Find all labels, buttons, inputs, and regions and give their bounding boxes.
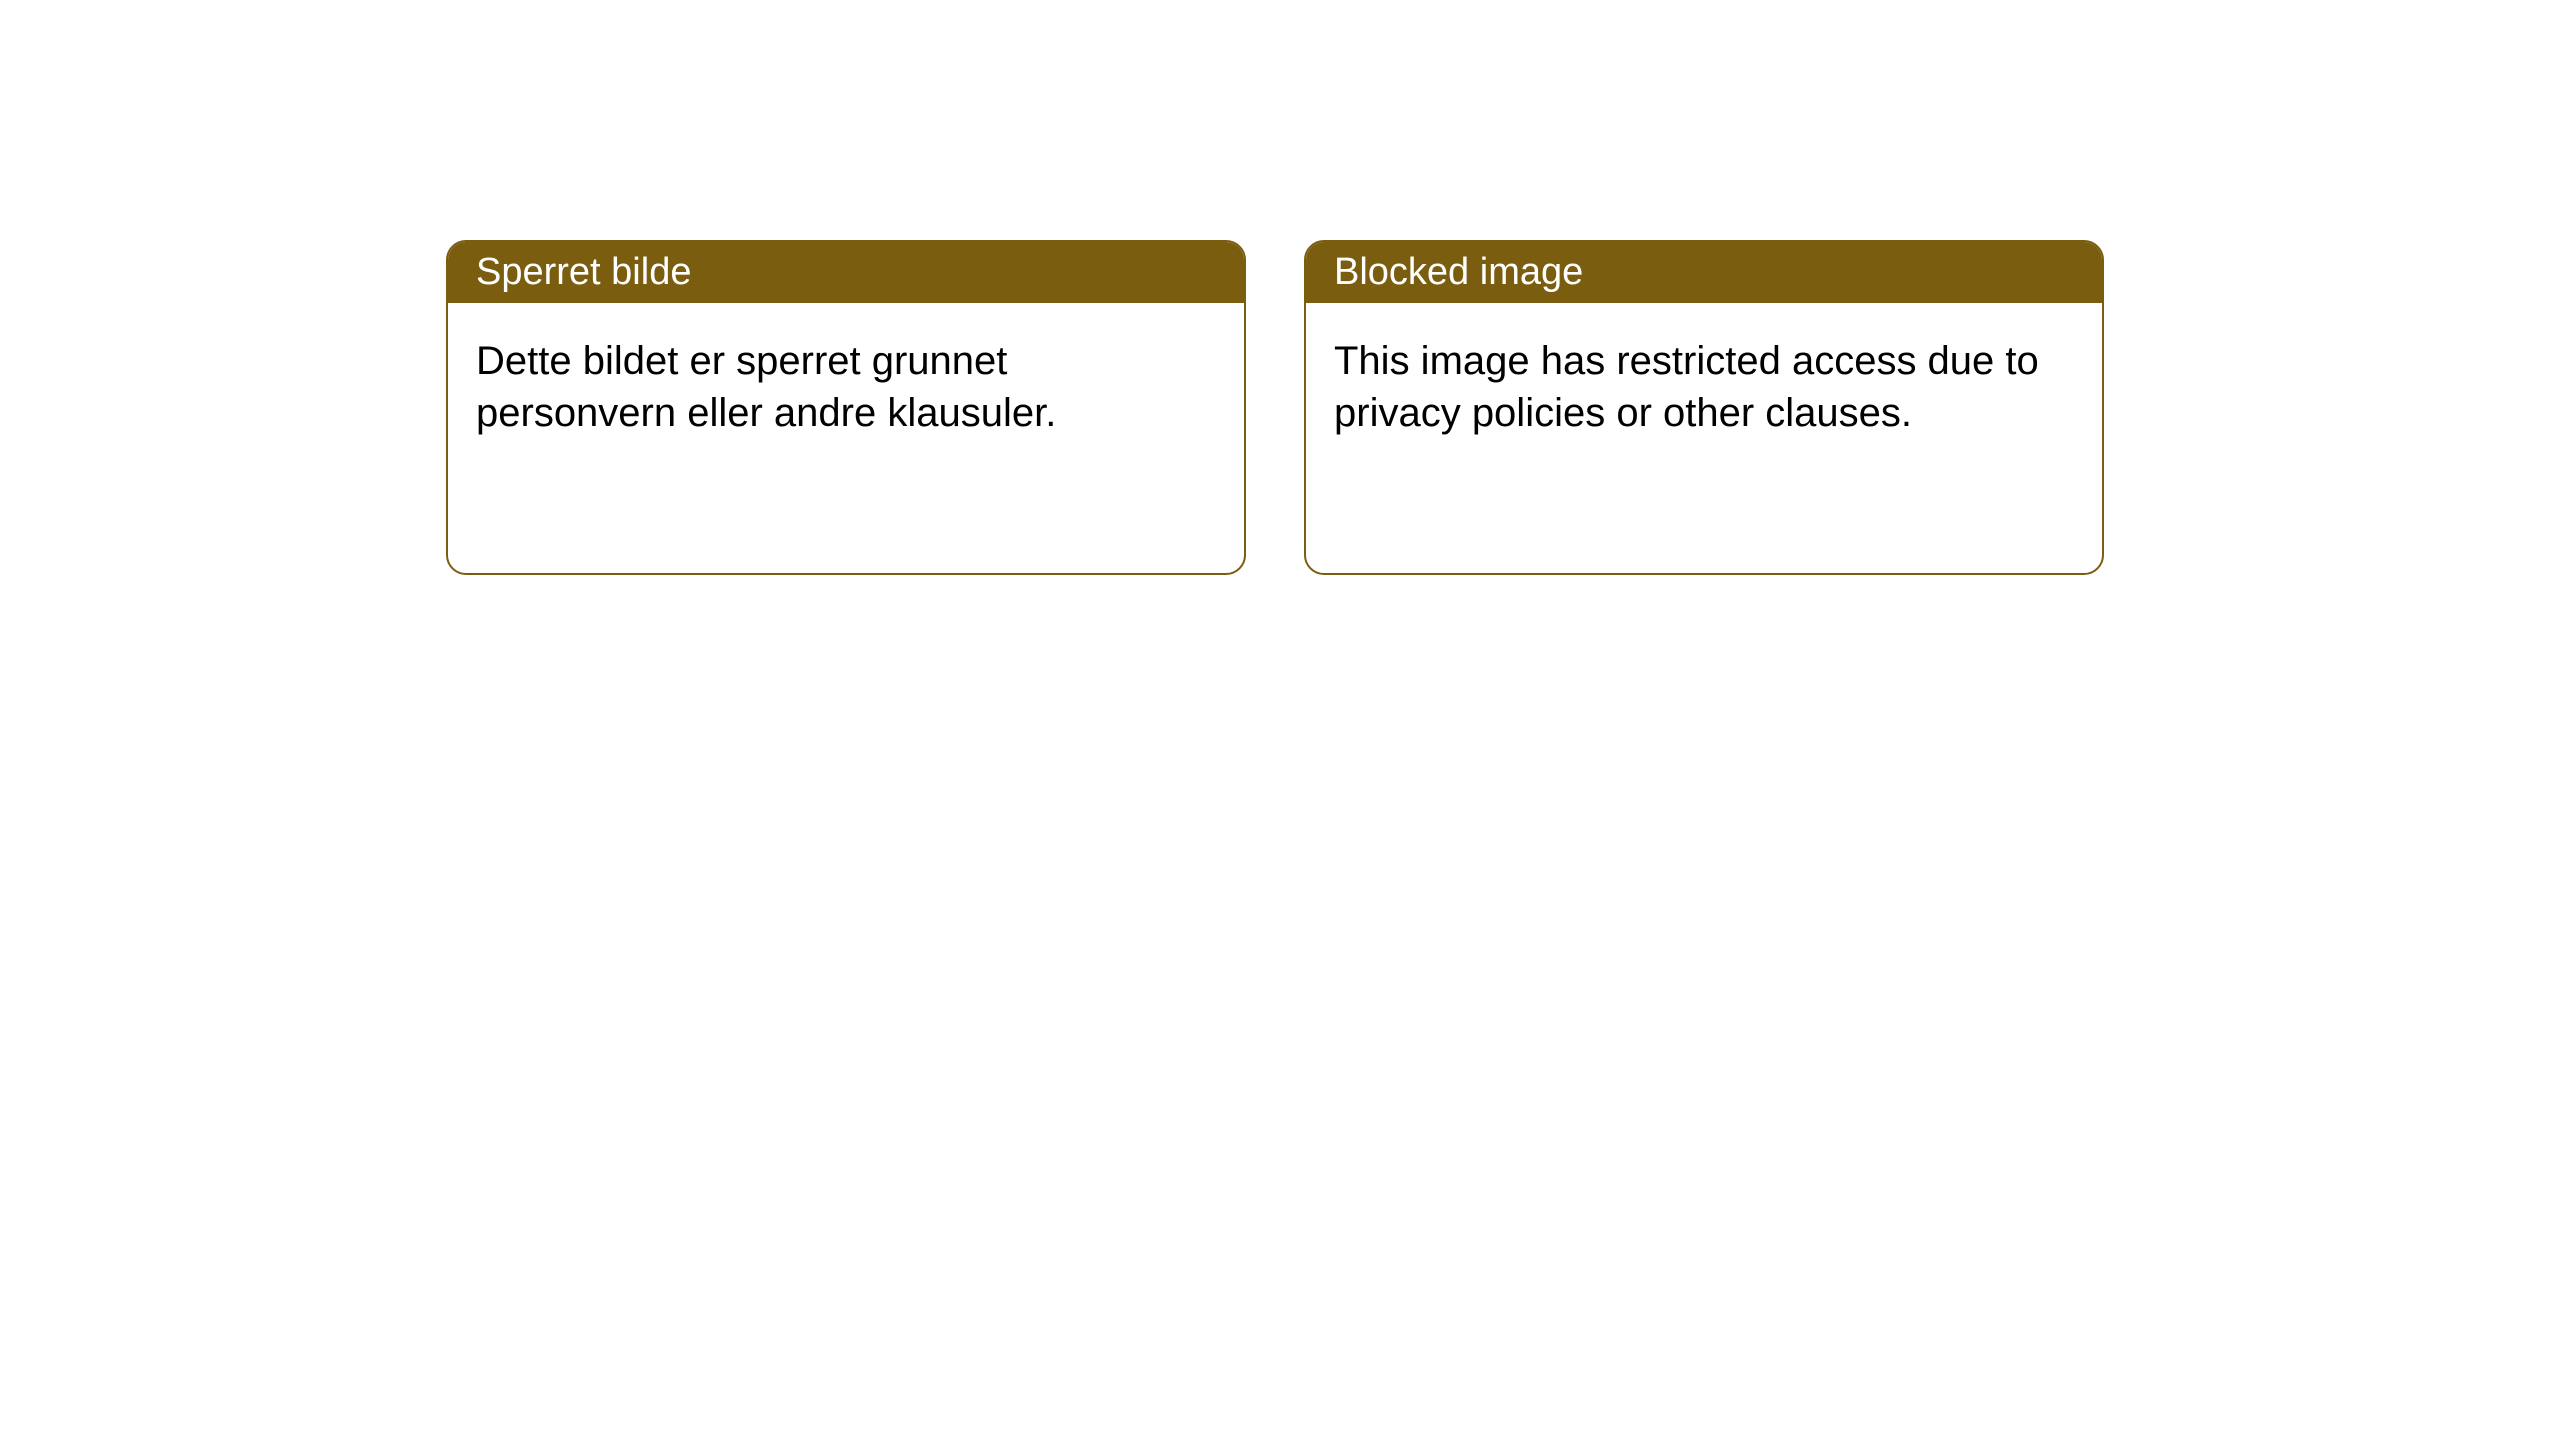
notices-container: Sperret bilde Dette bildet er sperret gr… <box>446 240 2560 575</box>
notice-body: This image has restricted access due to … <box>1306 303 2102 471</box>
notice-header: Sperret bilde <box>448 242 1244 303</box>
notice-title: Blocked image <box>1334 251 1583 293</box>
notice-box-english: Blocked image This image has restricted … <box>1304 240 2104 575</box>
notice-text: Dette bildet er sperret grunnet personve… <box>476 339 1056 435</box>
notice-header: Blocked image <box>1306 242 2102 303</box>
notice-body: Dette bildet er sperret grunnet personve… <box>448 303 1244 471</box>
notice-text: This image has restricted access due to … <box>1334 339 2039 435</box>
notice-box-norwegian: Sperret bilde Dette bildet er sperret gr… <box>446 240 1246 575</box>
notice-title: Sperret bilde <box>476 251 691 293</box>
